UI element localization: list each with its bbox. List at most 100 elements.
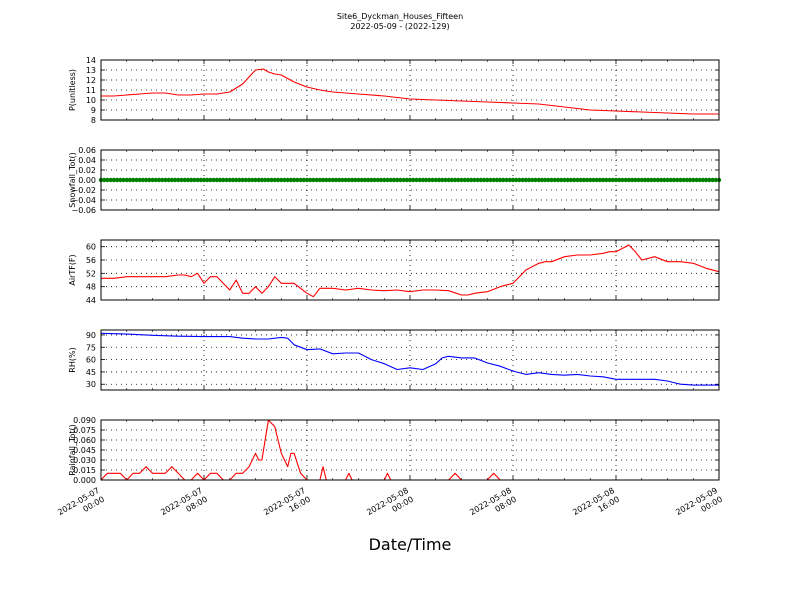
- data-point: [440, 177, 445, 183]
- data-point: [530, 177, 535, 183]
- data-point: [330, 177, 335, 183]
- data-point: [520, 177, 525, 183]
- data-point: [221, 177, 226, 183]
- data-point: [675, 177, 680, 183]
- data-point: [469, 177, 474, 183]
- chart-panel-5: 0.0000.0150.0300.0450.0600.0750.090Rainf…: [56, 416, 724, 526]
- data-point: [259, 177, 265, 183]
- data-point: [224, 177, 229, 183]
- data-point: [517, 177, 522, 183]
- data-point: [372, 177, 377, 183]
- data-point: [311, 177, 316, 183]
- data-point: [134, 177, 139, 183]
- data-point: [243, 177, 248, 183]
- data-point: [105, 177, 110, 183]
- figure-title: Site6_Dyckman_Houses_Fifteen: [337, 12, 463, 21]
- data-point: [382, 177, 387, 183]
- data-point: [687, 177, 693, 183]
- x-axis-label: Date/Time: [369, 535, 452, 554]
- data-point: [179, 177, 184, 183]
- data-point: [572, 177, 577, 183]
- y-tick-label: 0.06: [78, 146, 96, 155]
- y-tick-label: 0.075: [73, 426, 96, 435]
- data-point: [340, 177, 345, 183]
- data-point: [456, 177, 461, 183]
- data-point: [613, 177, 619, 183]
- y-tick-label: 8: [91, 116, 96, 125]
- data-point: [314, 177, 319, 183]
- data-point: [275, 177, 281, 183]
- data-point: [394, 177, 400, 183]
- data-point: [591, 177, 596, 183]
- data-point: [626, 177, 632, 183]
- figure-subtitle: 2022-05-09 - (2022-129): [350, 22, 449, 31]
- data-point: [668, 177, 673, 183]
- data-point: [552, 177, 557, 183]
- data-point: [230, 177, 236, 183]
- data-point: [150, 177, 155, 183]
- data-point: [703, 177, 709, 183]
- data-point: [488, 177, 493, 183]
- y-tick-label: 0.000: [73, 476, 96, 485]
- data-point: [388, 177, 393, 183]
- data-point: [491, 177, 496, 183]
- data-point: [198, 177, 203, 183]
- data-point: [607, 177, 612, 183]
- data-point: [594, 177, 599, 183]
- data-point: [420, 177, 426, 183]
- data-point: [642, 177, 648, 183]
- data-point: [182, 177, 187, 183]
- data-point: [678, 177, 683, 183]
- data-point: [176, 177, 181, 183]
- data-point: [121, 177, 126, 183]
- data-point: [285, 177, 290, 183]
- x-tick-label: 2022-05-0808:00: [468, 486, 518, 526]
- data-point: [504, 177, 509, 183]
- data-point: [356, 177, 361, 183]
- data-point: [584, 177, 590, 183]
- data-point: [700, 177, 706, 183]
- data-point: [478, 177, 483, 183]
- data-point: [366, 177, 371, 183]
- data-point: [443, 177, 448, 183]
- data-point: [417, 177, 422, 183]
- y-tick-label: 0.02: [78, 166, 96, 175]
- y-axis-label: RH(%): [68, 347, 77, 372]
- y-tick-label: 60: [86, 356, 96, 365]
- data-point: [298, 177, 303, 183]
- data-point: [234, 177, 239, 183]
- data-point: [320, 177, 326, 183]
- plot-frame: [100, 419, 720, 481]
- data-point: [256, 177, 261, 183]
- data-point: [507, 177, 512, 183]
- y-tick-label: 60: [86, 243, 96, 252]
- data-point: [497, 177, 503, 183]
- x-tick-label: 2022-05-0816:00: [571, 486, 621, 526]
- data-point: [391, 177, 397, 183]
- data-point: [291, 177, 297, 183]
- y-tick-label: 30: [86, 380, 96, 389]
- data-point: [543, 177, 548, 183]
- data-point: [266, 177, 271, 183]
- data-point: [568, 177, 574, 183]
- data-point: [662, 177, 667, 183]
- data-point: [102, 177, 107, 183]
- data-point: [346, 177, 351, 183]
- data-point: [378, 177, 384, 183]
- data-point: [118, 177, 123, 183]
- data-point: [446, 177, 451, 183]
- data-point: [169, 177, 174, 183]
- data-point: [452, 177, 458, 183]
- data-point: [639, 177, 644, 183]
- data-point: [629, 177, 635, 183]
- data-point: [665, 177, 670, 183]
- data-point: [343, 177, 348, 183]
- data-point: [610, 177, 615, 183]
- data-point: [588, 177, 593, 183]
- data-point: [411, 177, 416, 183]
- data-point: [172, 177, 178, 183]
- data-point: [710, 177, 715, 183]
- data-point: [295, 177, 300, 183]
- data-point: [436, 177, 442, 183]
- data-point: [404, 177, 409, 183]
